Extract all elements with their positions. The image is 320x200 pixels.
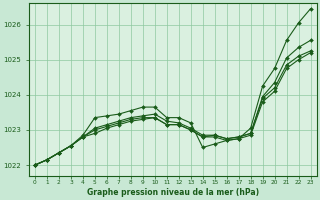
- X-axis label: Graphe pression niveau de la mer (hPa): Graphe pression niveau de la mer (hPa): [87, 188, 259, 197]
